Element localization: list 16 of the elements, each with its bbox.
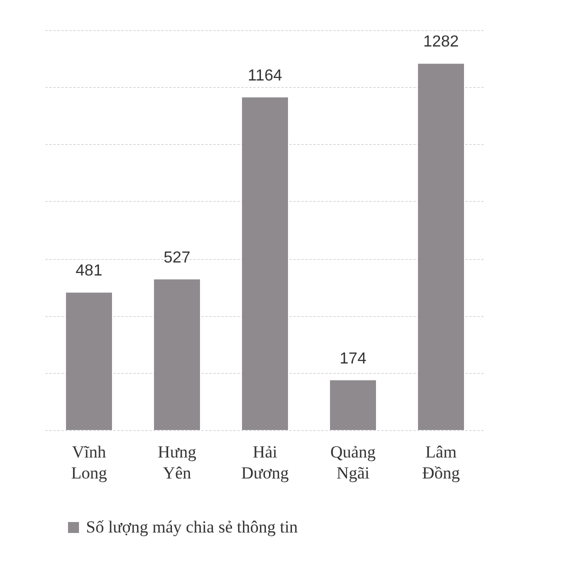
bar [66,292,112,430]
data-label: 1282 [423,34,459,51]
bar [330,380,376,430]
x-tick-label: Lâm Đồng [422,442,460,482]
x-tick-label: Quảng Ngãi [330,442,376,482]
data-label: 1164 [248,67,282,84]
x-tick-label: Vĩnh Long [71,442,108,482]
bar [242,97,288,430]
data-label: 527 [164,249,190,266]
bar [418,64,464,430]
data-label: 174 [340,350,366,368]
data-label: 481 [76,262,102,280]
legend-label: Số lượng máy chia sẻ thông tin [86,518,298,536]
x-tick-label: Hải Dương [241,442,290,482]
x-tick-label: Hưng Yên [158,442,197,482]
bar [154,279,200,430]
